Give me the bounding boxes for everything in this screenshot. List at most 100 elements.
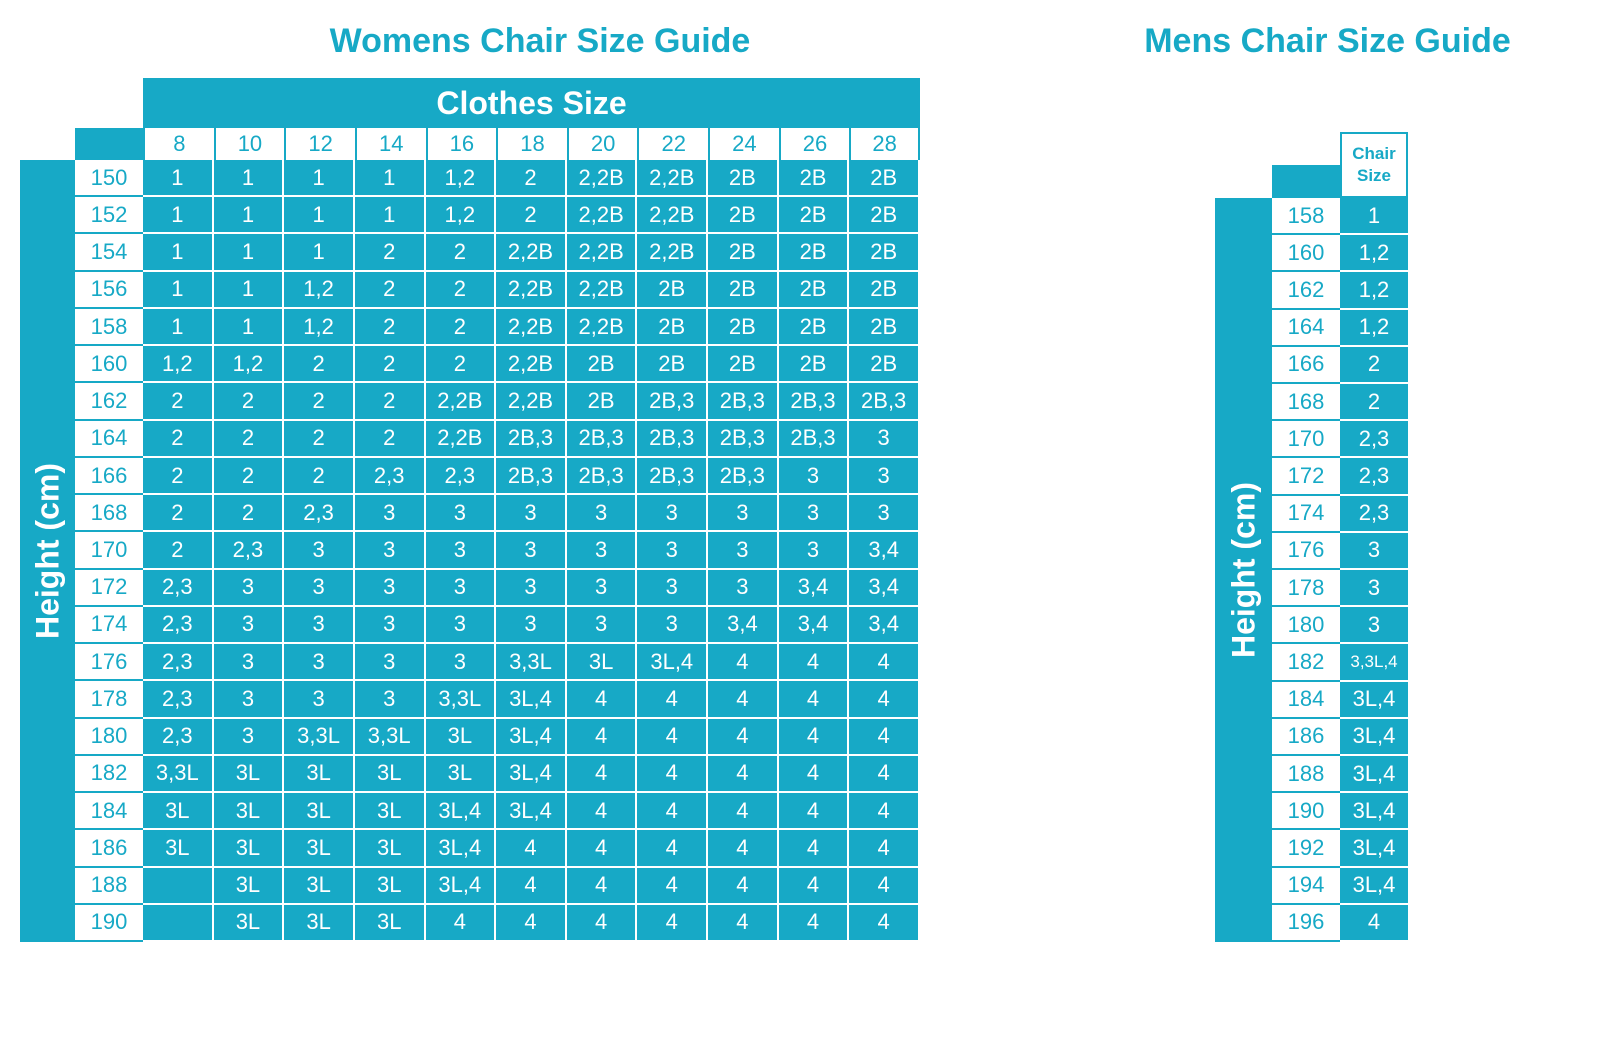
size-cell: 4 — [637, 904, 709, 942]
size-cell: 2 — [354, 308, 426, 347]
size-cell: 4 — [849, 681, 920, 719]
size-cell: 3L — [354, 793, 426, 831]
size-cell: 2,2B — [566, 308, 638, 347]
size-cell: 3 — [637, 532, 709, 570]
size-cell: 1,2 — [284, 271, 355, 309]
size-cell: 3L,4 — [425, 867, 497, 905]
size-cell: 2,3 — [425, 457, 497, 496]
size-cell: 1,2 — [1340, 309, 1408, 347]
size-cell: 3 — [566, 495, 638, 533]
size-cell: 3L — [143, 830, 214, 868]
size-cell: 2B — [778, 234, 850, 272]
size-cell: 2,3 — [143, 644, 214, 682]
size-cell: 1 — [1340, 198, 1408, 236]
size-cell: 2B — [849, 160, 920, 198]
size-cell: 3,3L — [143, 755, 214, 794]
size-cell: 3 — [1340, 607, 1408, 645]
column-header: 24 — [708, 128, 779, 160]
size-cell: 3,3L — [425, 681, 497, 719]
size-cell: 3,4 — [708, 606, 779, 645]
size-cell: 3,4 — [849, 569, 920, 607]
size-cell: 3 — [566, 606, 638, 645]
row-header: 166 — [1272, 346, 1340, 384]
size-cell: 4 — [778, 755, 850, 794]
size-cell: 3,4 — [849, 606, 920, 645]
size-cell: 2B — [708, 234, 779, 272]
column-header: 22 — [637, 128, 709, 160]
size-cell: 4 — [637, 681, 709, 719]
size-cell: 2B — [778, 160, 850, 198]
size-cell: 2B,3 — [708, 383, 779, 421]
size-cell: 3L,4 — [1340, 681, 1408, 719]
size-cell: 3 — [354, 532, 426, 570]
row-header: 168 — [1272, 384, 1340, 422]
row-header: 184 — [1272, 681, 1340, 719]
size-cell: 1 — [213, 308, 285, 347]
size-cell: 2B,3 — [708, 420, 779, 458]
size-cell: 2B,3 — [566, 420, 638, 458]
womens-title: Womens Chair Size Guide — [329, 22, 751, 60]
size-cell: 4 — [637, 793, 709, 831]
size-cell: 2,3 — [1340, 421, 1408, 459]
size-cell: 1 — [143, 160, 214, 198]
row-header: 156 — [75, 271, 143, 309]
size-cell: 3 — [566, 532, 638, 570]
size-cell: 4 — [566, 867, 638, 905]
size-cell: 3 — [425, 532, 497, 570]
row-header: 162 — [1272, 272, 1340, 310]
row-header: 196 — [1272, 904, 1340, 942]
size-cell: 1 — [143, 234, 214, 272]
size-cell: 2B,3 — [778, 420, 850, 458]
size-cell: 3 — [778, 495, 850, 533]
size-cell: 3L — [354, 830, 426, 868]
size-cell: 2,2B — [425, 383, 497, 421]
size-cell: 4 — [849, 755, 920, 794]
size-cell: 3 — [637, 569, 709, 607]
size-cell: 3 — [496, 569, 567, 607]
size-cell: 2B — [849, 271, 920, 309]
size-cell: 2,2B — [637, 197, 709, 235]
size-cell: 3 — [496, 606, 567, 645]
row-header: 186 — [1272, 718, 1340, 756]
row-header: 180 — [1272, 607, 1340, 645]
size-cell: 3,3L — [284, 718, 355, 756]
size-cell: 2 — [354, 383, 426, 421]
column-header: 12 — [284, 128, 355, 160]
size-cell: 3 — [1340, 532, 1408, 570]
size-cell: 2,3 — [284, 495, 355, 533]
row-header: 174 — [1272, 495, 1340, 533]
chair-size-header: Chair Size — [1340, 132, 1408, 198]
size-cell: 2 — [143, 420, 214, 458]
size-cell: 4 — [708, 755, 779, 794]
size-cell: 3L — [213, 755, 285, 794]
size-cell: 3L — [284, 755, 355, 794]
size-cell: 3L,4 — [1340, 718, 1408, 756]
size-cell: 2 — [284, 346, 355, 384]
size-cell: 2,2B — [425, 420, 497, 458]
size-cell: 2,3 — [143, 718, 214, 756]
row-header: 176 — [75, 644, 143, 682]
size-cell: 2,3 — [1340, 495, 1408, 533]
size-cell: 2 — [213, 383, 285, 421]
size-cell: 2 — [354, 234, 426, 272]
size-cell: 3 — [213, 681, 285, 719]
size-cell: 2 — [1340, 384, 1408, 422]
row-header: 152 — [75, 197, 143, 235]
size-cell: 4 — [566, 830, 638, 868]
row-header: 170 — [75, 532, 143, 570]
size-cell: 3L — [213, 830, 285, 868]
column-header: 28 — [849, 128, 920, 160]
size-cell: 3 — [284, 644, 355, 682]
size-cell: 4 — [637, 718, 709, 756]
row-header: 182 — [75, 755, 143, 794]
size-cell: 4 — [778, 867, 850, 905]
size-cell: 3,3L — [354, 718, 426, 756]
row-header: 164 — [1272, 309, 1340, 347]
size-cell: 1 — [284, 197, 355, 235]
size-cell: 3 — [425, 644, 497, 682]
size-cell: 4 — [849, 830, 920, 868]
size-cell: 1 — [213, 234, 285, 272]
size-cell: 4 — [708, 644, 779, 682]
row-header: 176 — [1272, 532, 1340, 570]
